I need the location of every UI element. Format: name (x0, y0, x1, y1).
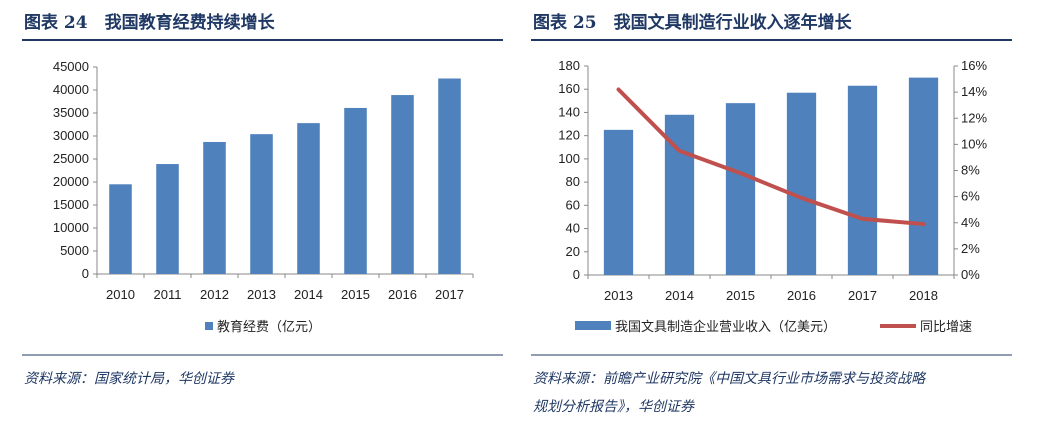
y-tick-label: 45000 (53, 59, 89, 74)
y-tick-label: 20000 (53, 174, 89, 189)
x-tick-label: 2017 (435, 287, 464, 302)
bar (438, 78, 461, 274)
bar (109, 184, 132, 274)
bar (391, 95, 414, 274)
bar (297, 123, 320, 275)
chart-24: 图表 24 我国教育经费持续增长 0 5000 10000 15000 20000 250… (22, 12, 503, 387)
y-tick-label: 30000 (53, 128, 89, 143)
growth-line (616, 87, 926, 227)
y-tick-label: 180 (558, 58, 580, 73)
chart-title: 图表 25 我国文具制造行业收入逐年增长 (533, 12, 853, 33)
x-tick-label: 2015 (726, 288, 755, 303)
x-tick-label: 2011 (154, 287, 182, 302)
source-note-line-1: 资料来源：前瞻产业研究院《中国文具行业市场需求与投资战略 (533, 371, 927, 387)
bar (725, 103, 756, 276)
legend-label: 教育经费（亿元） (217, 319, 321, 335)
x-tick-label: 2017 (848, 288, 877, 303)
chart-title: 图表 24 我国教育经费持续增长 (24, 12, 276, 33)
legend-swatch-bar (205, 322, 213, 330)
bar (786, 92, 817, 275)
bar (344, 107, 367, 274)
y-tick-label: 140 (558, 104, 580, 119)
x-tick-label: 2018 (909, 288, 938, 303)
y2-tick-label: 16% (961, 58, 987, 73)
plot-area: 0 20 40 60 80 100 120 140 160 180 2013 2014 2015 2016… (558, 58, 987, 335)
y2-tick-label: 0% (961, 267, 980, 282)
y2-tick-label: 4% (961, 215, 980, 230)
x-tick-label: 2015 (341, 287, 370, 302)
y2-tick-label: 14% (961, 84, 987, 99)
x-tick-label: 2010 (106, 287, 135, 302)
y2-tick-label: 2% (961, 241, 980, 256)
bar (603, 129, 634, 275)
y-tick-label: 35000 (53, 105, 89, 120)
y-tick-label: 0 (82, 266, 89, 281)
source-note-line-2: 规划分析报告》，华创证券 (533, 399, 695, 415)
y-tick-label: 80 (566, 174, 580, 189)
y-tick-label: 15000 (53, 197, 89, 212)
y2-tick-label: 10% (961, 136, 987, 151)
y-tick-label: 160 (558, 81, 580, 96)
y-tick-label: 120 (558, 128, 580, 143)
y-tick-label: 40 (566, 221, 580, 236)
x-tick-label: 2014 (665, 288, 694, 303)
x-tick-label: 2016 (388, 287, 417, 302)
bar (156, 164, 179, 274)
y-tick-label: 5000 (60, 243, 89, 258)
y-tick-label: 60 (566, 197, 580, 212)
chart-25: 图表 25 我国文具制造行业收入逐年增长 0 20 40 60 80 100 120 140 1… (531, 12, 1012, 415)
bar (250, 134, 273, 274)
y2-tick-label: 6% (961, 189, 980, 204)
legend-label: 我国文具制造企业营业收入（亿美元） (615, 319, 836, 335)
source-note: 资料来源：国家统计局，华创证券 (24, 371, 235, 387)
y-tick-label: 40000 (53, 82, 89, 97)
x-tick-label: 2012 (200, 287, 229, 302)
legend-label: 同比增速 (920, 320, 972, 335)
x-tick-label: 2014 (294, 287, 323, 302)
y-tick-label: 10000 (53, 220, 89, 235)
x-tick-label: 2016 (787, 288, 816, 303)
bar (908, 77, 939, 275)
bar (847, 85, 878, 275)
y-tick-label: 0 (573, 267, 580, 282)
y2-tick-label: 8% (961, 163, 980, 178)
plot-area: 0 5000 10000 15000 20000 25000 30000 35000 40000… (53, 59, 474, 335)
bar (203, 141, 226, 274)
y-tick-label: 25000 (53, 151, 89, 166)
legend-swatch-bar (575, 321, 611, 330)
x-tick-label: 2013 (247, 287, 276, 302)
y-tick-label: 100 (558, 151, 580, 166)
x-tick-label: 2013 (604, 288, 633, 303)
y-tick-label: 20 (566, 244, 580, 259)
y2-tick-label: 12% (961, 110, 987, 125)
